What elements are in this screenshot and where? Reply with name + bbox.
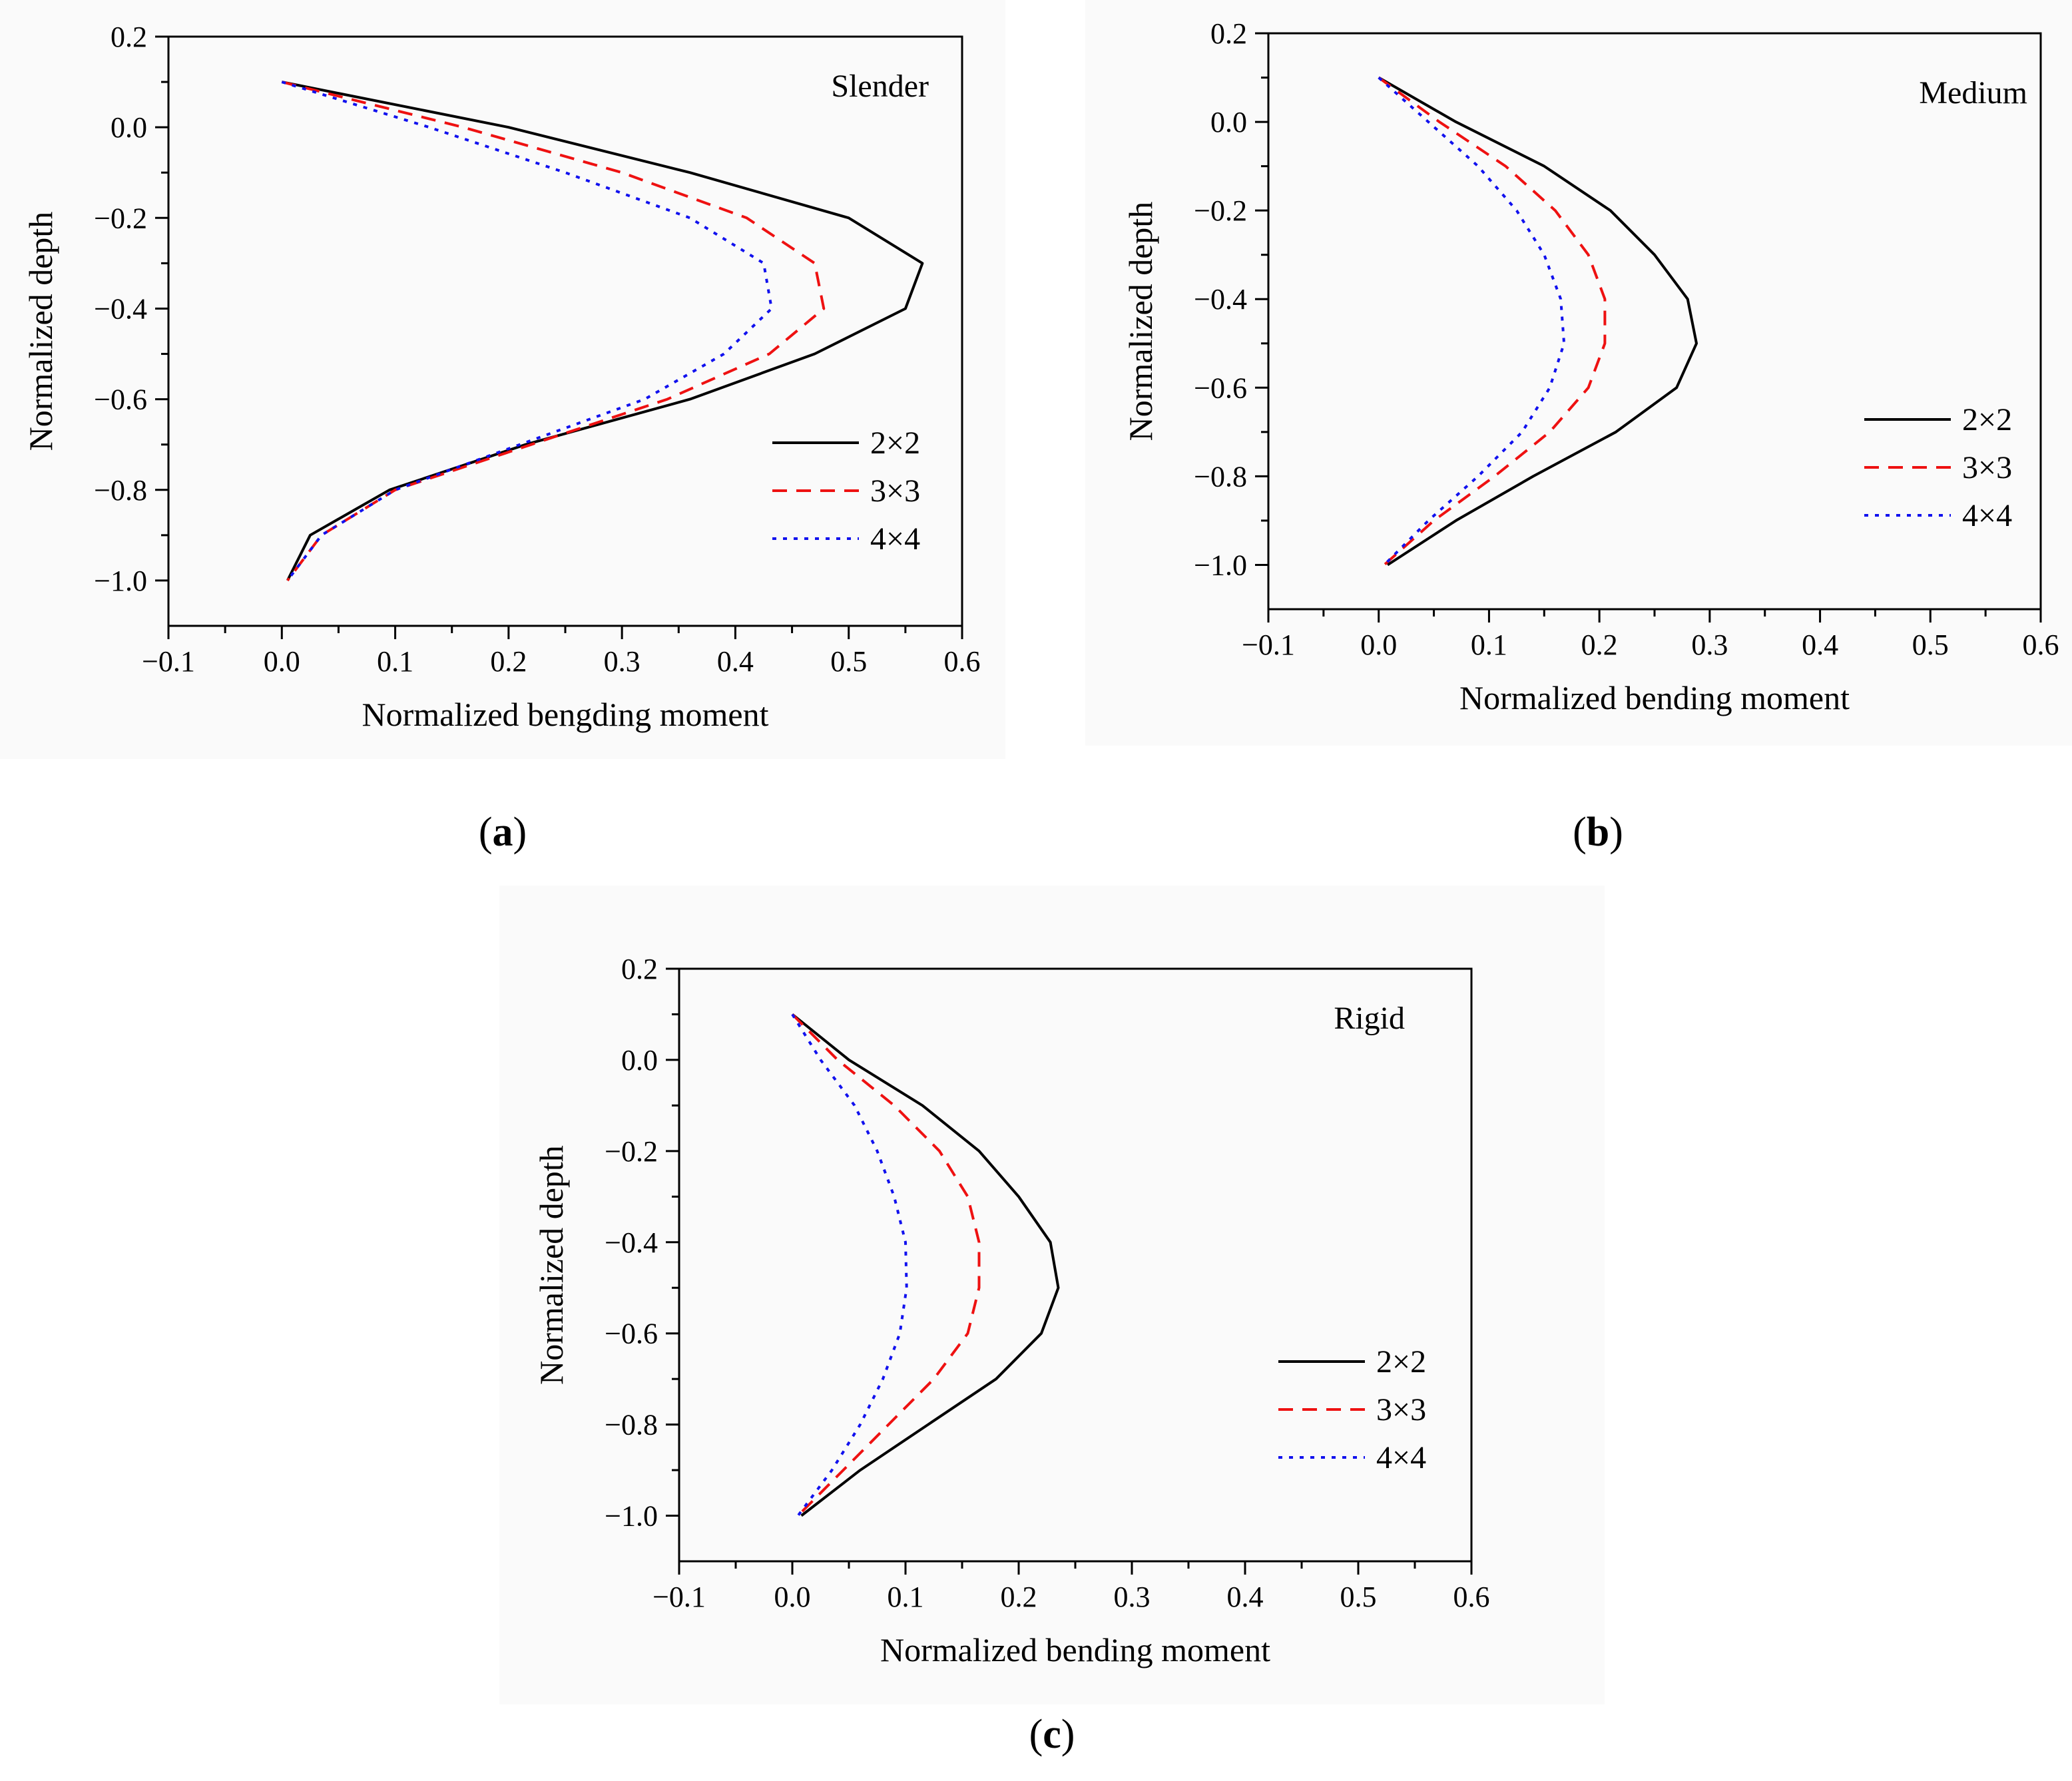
x-tick-label: 0.3	[1691, 629, 1728, 661]
legend-label: 2×2	[870, 425, 920, 461]
x-tick-label: 0.6	[1453, 1581, 1490, 1613]
y-tick-label: −1.0	[1194, 549, 1247, 581]
legend-label: 4×4	[1962, 498, 2012, 533]
series-line-4x4	[791, 1013, 908, 1517]
y-tick-label: −0.2	[94, 202, 147, 234]
legend: 2×2 3×3 4×4	[1278, 1344, 1426, 1475]
legend: 2×2 3×3 4×4	[1864, 402, 2012, 533]
legend-label: 2×2	[1962, 402, 2012, 437]
chart-panel-c: −0.1 0.0 0.1 0.2 0.3 0.4 0.5 0.6 0.2 0.0 −0.2 −0.4 −…	[499, 886, 1605, 1757]
y-tick-label: −0.8	[1194, 460, 1247, 493]
panel-caption-letter: b	[1587, 810, 1609, 855]
x-tick-label: 0.6	[2023, 629, 2059, 661]
chart-panel-b: −0.1 0.0 0.1 0.2 0.3 0.4 0.5 0.6 0.2 0.0 −0.2 −0.4 −…	[1085, 0, 2072, 855]
x-axis-label: Normalized bengding moment	[362, 696, 769, 733]
panel-background	[1085, 0, 2072, 746]
x-tick-label: 0.5	[1912, 629, 1949, 661]
y-tick-label: −0.8	[605, 1409, 658, 1441]
y-axis-label: Normalized depth	[1122, 202, 1159, 441]
panel-caption: (c)	[1029, 1712, 1075, 1757]
panel-caption-letter: a	[493, 810, 513, 855]
y-tick-label: −0.2	[1194, 194, 1247, 227]
legend-label: 3×3	[870, 473, 920, 509]
x-tick-label: 0.2	[1581, 629, 1618, 661]
series-line-2x2	[281, 81, 924, 581]
panel-title: Rigid	[1334, 1001, 1405, 1036]
y-tick-label: −0.6	[1194, 372, 1247, 404]
legend-label: 3×3	[1962, 450, 2012, 485]
legend-label: 4×4	[1376, 1440, 1426, 1475]
x-tick-label: 0.6	[944, 645, 981, 678]
x-tick-label: 0.2	[490, 645, 527, 678]
y-tick-label: 0.0	[1210, 106, 1247, 138]
x-tick-label: 0.1	[1471, 629, 1507, 661]
x-tick-label: 0.5	[830, 645, 867, 678]
legend-label: 3×3	[1376, 1392, 1426, 1427]
y-tick-label: −0.6	[605, 1318, 658, 1350]
y-tick-label: 0.2	[111, 21, 147, 53]
y-tick-label: −1.0	[94, 565, 147, 597]
legend-label: 2×2	[1376, 1344, 1426, 1380]
y-axis-label: Normalized depth	[533, 1145, 570, 1385]
x-axis-label: Normalized bending moment	[880, 1631, 1270, 1668]
legend-label: 4×4	[870, 521, 920, 557]
y-tick-label: 0.2	[621, 953, 658, 985]
x-tick-label: 0.0	[1360, 629, 1397, 661]
y-tick-label: −0.2	[605, 1135, 658, 1168]
x-tick-label: 0.2	[1001, 1581, 1037, 1613]
panel-title: Slender	[831, 69, 929, 104]
panel-caption: (a)	[479, 810, 527, 855]
x-tick-label: −0.1	[1242, 629, 1295, 661]
panel-background	[499, 886, 1605, 1704]
series-line-3x3	[281, 81, 826, 582]
series-line-3x3	[1378, 76, 1607, 566]
series-line-2x2	[1378, 76, 1698, 567]
x-tick-label: 0.1	[888, 1581, 924, 1613]
x-tick-label: 0.4	[1227, 1581, 1264, 1613]
x-tick-label: 0.0	[774, 1581, 811, 1613]
y-tick-label: 0.2	[1210, 17, 1247, 50]
y-tick-label: −0.4	[1194, 283, 1247, 316]
y-tick-label: 0.0	[621, 1044, 658, 1077]
x-tick-label: 0.4	[717, 645, 754, 678]
x-tick-label: 0.3	[1114, 1581, 1151, 1613]
y-tick-label: −0.4	[605, 1226, 658, 1259]
x-tick-label: 0.5	[1340, 1581, 1377, 1613]
panel-title: Medium	[1919, 75, 2027, 111]
y-tick-label: 0.0	[111, 111, 147, 144]
series-line-3x3	[791, 1013, 981, 1517]
legend: 2×2 3×3 4×4	[772, 425, 920, 557]
series-line-2x2	[791, 1013, 1060, 1517]
x-tick-label: 0.4	[1802, 629, 1838, 661]
x-tick-label: 0.1	[377, 645, 413, 678]
x-tick-label: 0.3	[604, 645, 641, 678]
x-tick-label: 0.0	[264, 645, 300, 678]
chart-panel-a: −0.1 0.0 0.1 0.2 0.3 0.4 0.5 0.6 0.2 0.0 −0.2 −0.4 −…	[0, 0, 1005, 855]
x-tick-label: −0.1	[652, 1581, 706, 1613]
panel-caption: (b)	[1573, 810, 1623, 855]
x-axis-label: Normalized bending moment	[1459, 679, 1850, 716]
y-axis-label: Normalized depth	[22, 212, 59, 451]
y-tick-label: −0.8	[94, 474, 147, 507]
x-tick-label: −0.1	[142, 645, 195, 678]
y-tick-label: −0.4	[94, 292, 147, 325]
panel-caption-letter: c	[1043, 1712, 1061, 1757]
y-tick-label: −1.0	[605, 1500, 658, 1533]
y-tick-label: −0.6	[94, 383, 147, 416]
